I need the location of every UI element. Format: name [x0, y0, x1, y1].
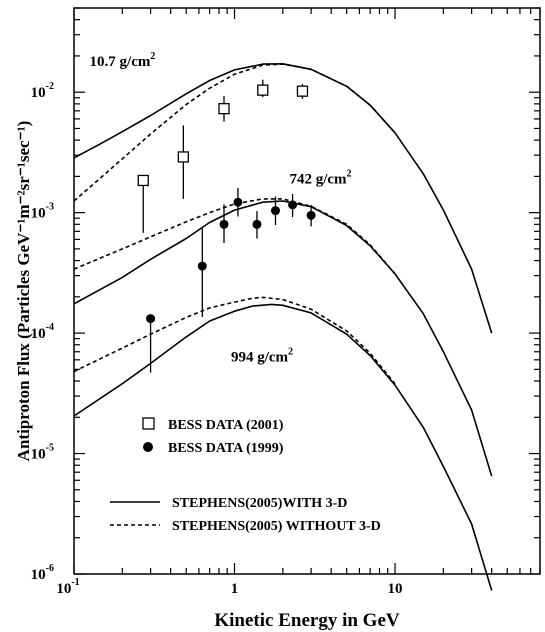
legend-open-square [142, 417, 155, 430]
depth-annotations: 10.7 g/cm2 742 g/cm2 994 g/cm2 [90, 51, 352, 366]
legend-filled-circle [143, 442, 153, 452]
plot-frame [73, 7, 541, 575]
tick-label: 10-4 [31, 322, 54, 342]
legend-label: STEPHENS(2005)WITH 3-D [172, 496, 347, 511]
bess-1999-point [146, 314, 156, 324]
legend-label: STEPHENS(2005) WITHOUT 3-D [172, 519, 381, 534]
depth-label: 10.7 g/cm2 [90, 51, 156, 70]
depth-label: 994 g/cm2 [231, 347, 293, 366]
tick-label: 10-3 [31, 202, 54, 222]
curve-without-3d [73, 296, 396, 385]
bess-1999-point [233, 197, 243, 207]
depth-label: 742 g/cm2 [289, 168, 351, 187]
axis-ticks: 10-1 1 10 10-6 10-5 10-4 10-3 10-2 [31, 7, 541, 597]
curve-with-3d [73, 200, 493, 477]
tick-label: 10-5 [31, 443, 54, 463]
legend-label: BESS DATA (1999) [168, 441, 284, 456]
tick-label: 10 [388, 581, 403, 597]
curve-without-3d [73, 63, 396, 202]
bess-1999-point [288, 200, 298, 210]
data-points [137, 79, 316, 373]
model-curves [73, 63, 493, 591]
bess-1999-point [306, 210, 316, 220]
curve-with-3d [73, 303, 493, 591]
bess-2001-point [218, 103, 230, 115]
bess-2001-point [137, 174, 149, 187]
x-axis-label: Kinetic Energy in GeV [214, 610, 400, 631]
y-axis-label: Antiproton Flux (Particles GeV⁻¹m⁻²sr⁻¹s… [14, 121, 33, 462]
tick-label: 1 [231, 581, 239, 597]
bess-1999-point [197, 261, 207, 271]
legend: BESS DATA (2001) BESS DATA (1999) STEPHENS… [110, 417, 381, 534]
legend-label: BESS DATA (2001) [168, 418, 284, 433]
curve-without-3d [73, 198, 396, 275]
curve-with-3d [73, 63, 493, 334]
bess-1999-point [252, 219, 262, 229]
bess-1999-point [219, 219, 229, 229]
tick-label: 10-6 [31, 563, 54, 583]
tick-label: 10-2 [31, 81, 54, 101]
bess-2001-point [257, 84, 269, 96]
tick-label: 10-1 [56, 577, 79, 597]
bess-1999-point [270, 206, 280, 216]
bess-2001-point [296, 85, 309, 97]
bess-2001-point [177, 151, 190, 163]
